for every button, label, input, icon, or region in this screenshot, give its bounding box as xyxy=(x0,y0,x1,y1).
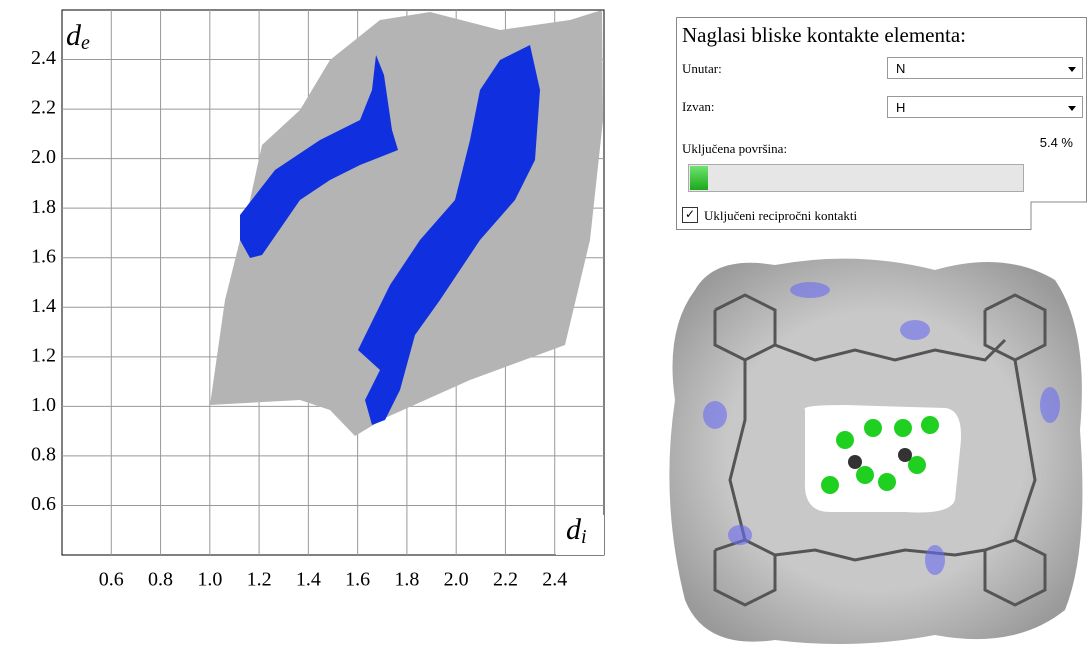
outside-dropdown[interactable]: H xyxy=(887,96,1083,118)
x-tick-label: 1.6 xyxy=(345,569,370,591)
label-backdrop xyxy=(556,515,604,555)
panel-frame xyxy=(676,17,1087,230)
y-axis-label: de xyxy=(66,19,90,54)
x-tick-label: 0.8 xyxy=(148,569,173,591)
progress-fill xyxy=(690,166,709,190)
contact-panel: Naglasi bliske kontakte elementa: Unutar… xyxy=(676,17,1087,230)
inside-dropdown[interactable]: N xyxy=(887,57,1083,79)
surface-label: Uključena površina: xyxy=(682,141,788,156)
highlight-region xyxy=(240,55,398,258)
molecule-bonds xyxy=(713,293,1047,607)
contact-patches xyxy=(703,282,1060,575)
molecule-surface xyxy=(669,258,1083,644)
x-axis-label: di xyxy=(566,513,587,548)
x-tick-label: 2.4 xyxy=(542,569,567,591)
x-tick-label: 1.0 xyxy=(197,569,222,591)
y-tick-label: 0.8 xyxy=(31,444,56,466)
checkbox[interactable]: ✓ xyxy=(682,207,698,223)
y-tick-label: 1.0 xyxy=(31,394,56,416)
surface xyxy=(669,258,1083,644)
inside-label: Unutar: xyxy=(682,61,722,76)
fingerprint-plot: de di 0.6 0.8 1.0 1.2 1.4 1.6 1.8 2.0 2.2 2.4 0.6 0… xyxy=(31,9,605,591)
x-tick-label: 2.2 xyxy=(493,569,518,591)
progress-bar xyxy=(688,164,1024,192)
x-tick-label: 2.0 xyxy=(444,569,469,591)
y-tick-label: 1.8 xyxy=(31,196,56,218)
y-tick-label: 2.2 xyxy=(31,97,56,119)
x-tick-label: 1.8 xyxy=(394,569,419,591)
y-tick-label: 1.4 xyxy=(31,295,56,317)
x-tick-label: 1.4 xyxy=(296,569,321,591)
y-tick-label: 2.4 xyxy=(31,47,56,69)
y-tick-label: 1.2 xyxy=(31,344,56,366)
outside-label: Izvan: xyxy=(682,99,715,114)
highlight-region xyxy=(358,45,540,425)
chlorine-atoms xyxy=(821,416,939,494)
x-tick-label: 1.2 xyxy=(247,569,272,591)
x-tick-label: 0.6 xyxy=(99,569,124,591)
y-tick-label: 0.6 xyxy=(31,493,56,515)
y-tick-label: 2.0 xyxy=(31,146,56,168)
panel-title: Naglasi bliske kontakte elementa: xyxy=(682,23,966,47)
y-tick-label: 1.6 xyxy=(31,245,56,267)
surface-percent: 5.4 % xyxy=(1039,135,1073,150)
reciprocal-label: Uključeni recipročni kontakti xyxy=(704,208,858,223)
